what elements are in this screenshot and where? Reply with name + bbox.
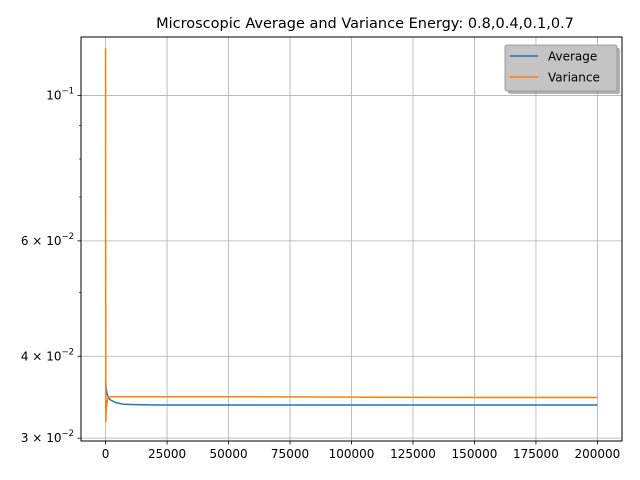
y-tick-exponent: −2 bbox=[61, 347, 74, 357]
y-tick-mantissa: 6 × bbox=[21, 234, 46, 248]
y-tick-base: 10 bbox=[46, 88, 61, 102]
series-layer bbox=[104, 48, 598, 423]
x-tick-label: 200000 bbox=[575, 447, 621, 461]
y-tick-base: 10 bbox=[46, 234, 61, 248]
y-tick-mantissa: 4 × bbox=[21, 349, 46, 363]
x-tick-label: 0 bbox=[102, 447, 110, 461]
legend: Average Variance bbox=[504, 44, 620, 94]
legend-label-average: Average bbox=[548, 50, 597, 64]
y-tick-mantissa: 3 × bbox=[21, 431, 46, 445]
y-tick-label: 4 × 10−2 bbox=[21, 347, 74, 363]
legend-label-variance: Variance bbox=[548, 71, 600, 85]
x-tick-label: 50000 bbox=[209, 447, 247, 461]
x-tick-label: 75000 bbox=[271, 447, 309, 461]
y-tick-base: 10 bbox=[46, 349, 61, 363]
series-line-variance bbox=[104, 48, 598, 423]
y-tick-exponent: −2 bbox=[61, 232, 74, 242]
x-tick-label: 25000 bbox=[148, 447, 186, 461]
y-axis: 10−16 × 10−24 × 10−23 × 10−2 bbox=[21, 86, 81, 445]
x-tick-label: 100000 bbox=[329, 447, 375, 461]
grid-lines bbox=[81, 37, 622, 441]
series-line-average bbox=[104, 382, 598, 406]
y-tick-exponent: −1 bbox=[61, 86, 74, 96]
y-tick-base: 10 bbox=[46, 431, 61, 445]
y-tick-label: 3 × 10−2 bbox=[21, 429, 74, 445]
y-tick-label: 10−1 bbox=[46, 86, 74, 102]
x-tick-label: 150000 bbox=[452, 447, 498, 461]
y-tick-label: 6 × 10−2 bbox=[21, 232, 74, 248]
x-tick-label: 175000 bbox=[513, 447, 559, 461]
y-tick-exponent: −2 bbox=[61, 429, 74, 439]
chart-title: Microscopic Average and Variance Energy:… bbox=[156, 16, 574, 32]
x-axis: 0 25000 50000 75000 100000 125000 150000 175000… bbox=[102, 441, 621, 461]
x-tick-label: 125000 bbox=[390, 447, 436, 461]
